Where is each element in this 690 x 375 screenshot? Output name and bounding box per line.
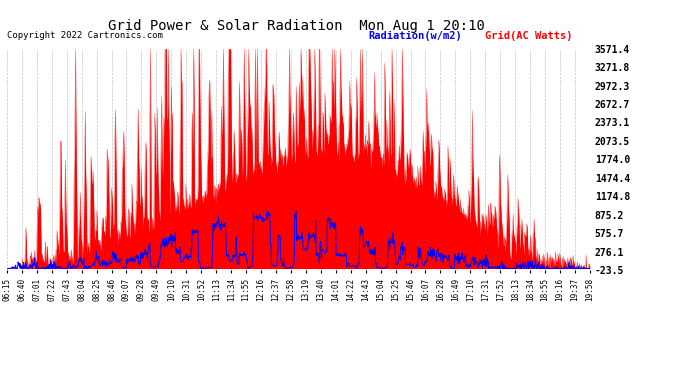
Text: Grid Power & Solar Radiation  Mon Aug 1 20:10: Grid Power & Solar Radiation Mon Aug 1 2… xyxy=(108,19,485,33)
Text: Grid(AC Watts): Grid(AC Watts) xyxy=(485,31,573,41)
Text: Radiation(w/m2): Radiation(w/m2) xyxy=(368,31,462,41)
Text: Copyright 2022 Cartronics.com: Copyright 2022 Cartronics.com xyxy=(7,31,163,40)
